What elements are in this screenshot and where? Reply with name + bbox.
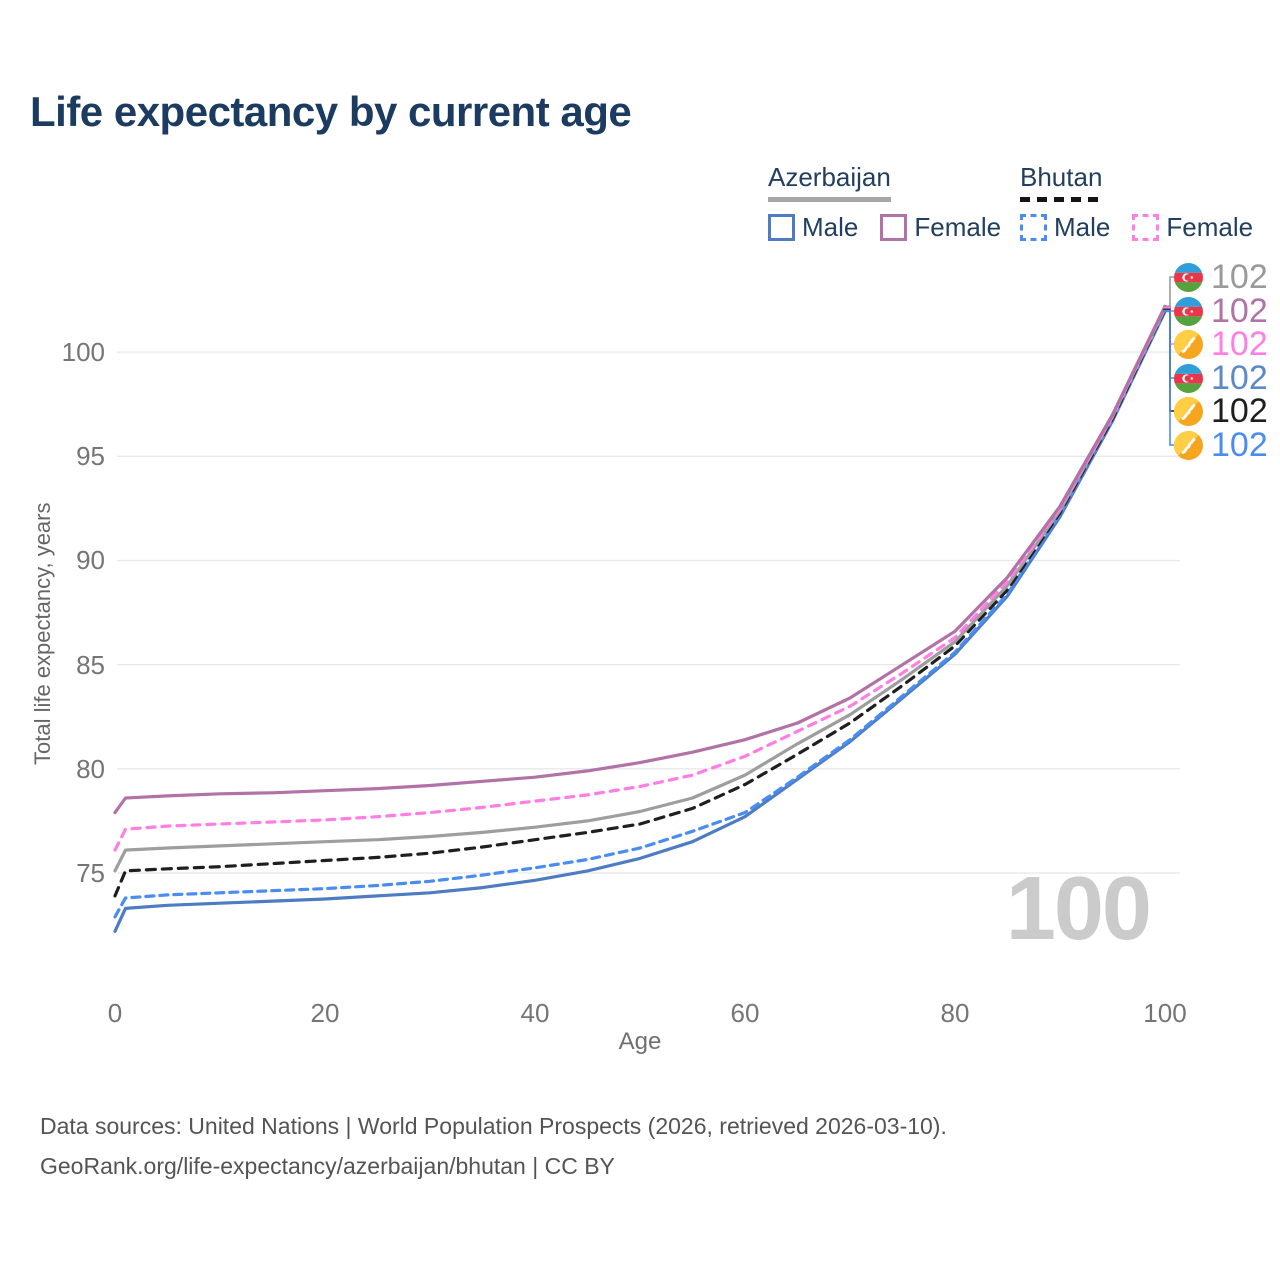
legend-item-label: Female: [914, 212, 1002, 242]
bhutan-flag-icon: [1174, 430, 1203, 460]
x-axis-title: Age: [618, 1028, 662, 1055]
bhutan-male-swatch: [1020, 214, 1047, 241]
end-label-az_all: 102: [1174, 258, 1268, 296]
end-label-value: 102: [1211, 292, 1268, 330]
end-label-az_male: 102: [1174, 359, 1268, 397]
series-line-az_male: [113, 309, 1167, 933]
legend-item-bhutan-female[interactable]: Female: [1132, 212, 1253, 243]
x-tick-40: 40: [520, 998, 550, 1028]
bhutan-flag-icon: [1174, 329, 1203, 359]
x-tick-20: 20: [310, 998, 340, 1028]
y-tick-100: 100: [61, 337, 105, 368]
legend-country-azerbaijan: Azerbaijan: [768, 162, 891, 202]
y-tick-95: 95: [76, 441, 105, 472]
y-tick-85: 85: [76, 649, 105, 680]
azerbaijan-flag-icon: [1174, 363, 1203, 393]
legend-item-label: Male: [802, 212, 859, 242]
leader-line-bt_male: [1163, 309, 1176, 446]
legend-item-label: Male: [1054, 212, 1111, 242]
bhutan-all-line-swatch: [1020, 197, 1103, 202]
end-label-bt_female: 102: [1174, 325, 1268, 363]
end-label-value: 102: [1211, 359, 1268, 397]
x-tick-0: 0: [107, 998, 123, 1028]
azerbaijan-all-line-swatch: [768, 197, 891, 202]
legend-items-azerbaijan: Male Female: [768, 212, 1001, 243]
x-tick-80: 80: [940, 998, 970, 1028]
azerbaijan-female-swatch: [880, 214, 908, 241]
legend-country-label: Azerbaijan: [768, 162, 891, 192]
legend-items-bhutan: Male Female: [1020, 212, 1253, 243]
legend-item-azerbaijan-male[interactable]: Male: [768, 212, 858, 243]
legend-item-azerbaijan-female[interactable]: Female: [880, 212, 1001, 243]
azerbaijan-flag-icon: [1174, 262, 1203, 292]
leader-line-az_all: [1163, 276, 1176, 310]
end-label-value: 102: [1211, 325, 1268, 363]
end-label-az_female: 102: [1174, 292, 1268, 330]
legend-item-bhutan-male[interactable]: Male: [1020, 212, 1110, 243]
end-label-bt_all: 102: [1174, 392, 1268, 430]
end-label-bt_male: 102: [1174, 426, 1268, 464]
legend-group-bhutan: Bhutan Male Female: [1020, 162, 1253, 243]
data-source-footer: Data sources: United Nations | World Pop…: [40, 1106, 947, 1186]
y-axis-title: Total life expectancy, years: [30, 502, 55, 766]
y-tick-75: 75: [76, 858, 105, 888]
legend-country-bhutan: Bhutan: [1020, 162, 1103, 202]
y-tick-90: 90: [76, 545, 105, 576]
x-tick-100: 100: [1143, 998, 1187, 1028]
age-counter-watermark: 100: [1005, 859, 1152, 959]
series-line-bt_female: [113, 305, 1167, 852]
y-tick-80: 80: [76, 753, 105, 784]
series-line-bt_male: [113, 308, 1167, 919]
end-label-value: 102: [1211, 426, 1268, 464]
end-label-value: 102: [1211, 258, 1268, 296]
page-title: Life expectancy by current age: [30, 88, 632, 135]
series-line-bt_all: [113, 307, 1167, 898]
azerbaijan-male-swatch: [768, 214, 795, 241]
series-line-az_female: [113, 304, 1167, 815]
legend-group-azerbaijan: Azerbaijan Male Female: [768, 162, 1001, 243]
bhutan-female-swatch: [1132, 214, 1160, 241]
footer-line-2: GeoRank.org/life-expectancy/azerbaijan/b…: [40, 1153, 615, 1179]
x-tick-60: 60: [730, 998, 760, 1028]
azerbaijan-flag-icon: [1174, 296, 1203, 326]
footer-line-1: Data sources: United Nations | World Pop…: [40, 1113, 947, 1139]
legend-country-label: Bhutan: [1020, 162, 1103, 192]
bhutan-flag-icon: [1174, 396, 1203, 426]
end-label-value: 102: [1211, 392, 1268, 430]
series-line-az_all: [113, 306, 1167, 873]
legend-item-label: Female: [1166, 212, 1254, 242]
